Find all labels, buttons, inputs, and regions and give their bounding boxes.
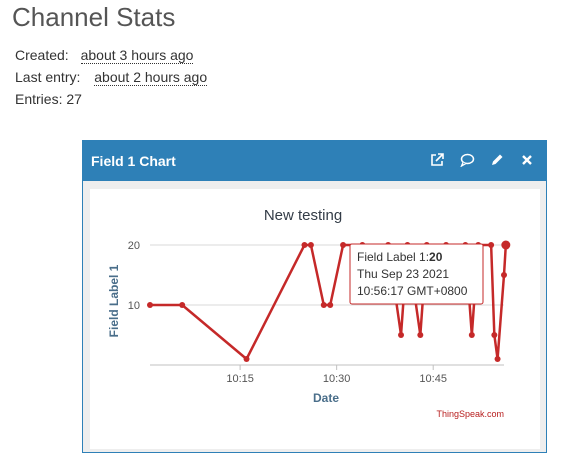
data-point[interactable] bbox=[340, 242, 347, 248]
x-axis-label: Date bbox=[313, 391, 339, 405]
data-point[interactable] bbox=[147, 302, 153, 308]
stat-created-value: about 3 hours ago bbox=[80, 47, 194, 64]
x-tick-label: 10:15 bbox=[226, 373, 254, 385]
stat-created: Created: about 3 hours ago bbox=[15, 44, 207, 66]
stat-last-entry-value: about 2 hours ago bbox=[94, 69, 208, 86]
field-1-chart-widget: Field 1 Chart New testing 10 20 10:15 10:30… bbox=[82, 140, 547, 453]
y-axis-label: Field Label 1 bbox=[107, 264, 121, 337]
x-tick-label: 10:30 bbox=[323, 373, 351, 385]
tooltip-box bbox=[349, 243, 484, 305]
field-1-line-chart[interactable]: New testing 10 20 10:15 10:30 10:45 Date Fie… bbox=[90, 189, 540, 449]
tooltip-line-1: Field Label 1:20 bbox=[357, 250, 443, 264]
stat-entries-value: 27 bbox=[66, 91, 82, 107]
tooltip-field-label: Field Label 1: bbox=[357, 250, 429, 264]
widget-header: Field 1 Chart bbox=[83, 141, 546, 181]
channel-stats: Created: about 3 hours ago Last entry: a… bbox=[15, 44, 208, 110]
data-point[interactable] bbox=[179, 302, 186, 308]
data-point[interactable] bbox=[307, 242, 314, 248]
chart-axes: 10 20 10:15 10:30 10:45 bbox=[128, 240, 504, 385]
y-tick-label: 10 bbox=[128, 300, 140, 312]
pencil-icon[interactable] bbox=[488, 151, 506, 169]
stat-created-label: Created: bbox=[15, 47, 69, 63]
external-link-icon[interactable] bbox=[428, 151, 446, 169]
stat-entries: Entries: 27 bbox=[15, 88, 207, 110]
data-point[interactable] bbox=[327, 302, 334, 308]
widget-title: Field 1 Chart bbox=[91, 153, 176, 169]
data-point[interactable] bbox=[491, 332, 498, 338]
stat-entries-label: Entries: bbox=[15, 91, 63, 107]
data-point[interactable] bbox=[501, 272, 507, 278]
data-point[interactable] bbox=[301, 242, 308, 248]
data-point[interactable] bbox=[398, 332, 405, 338]
chart-title: New testing bbox=[264, 207, 342, 224]
thingspeak-credit[interactable]: ThingSpeak.com bbox=[436, 409, 504, 419]
tooltip-date: Thu Sep 23 2021 bbox=[357, 267, 449, 281]
tooltip-value: 20 bbox=[429, 250, 443, 264]
stat-last-entry-label: Last entry: bbox=[15, 69, 81, 85]
stat-last-entry: Last entry: about 2 hours ago bbox=[15, 66, 208, 88]
comment-icon[interactable] bbox=[458, 151, 476, 169]
data-point[interactable] bbox=[243, 356, 250, 362]
data-point[interactable] bbox=[468, 332, 475, 338]
chart-tooltip: Field Label 1:20 Thu Sep 23 2021 10:56:1… bbox=[349, 243, 484, 305]
tooltip-time: 10:56:17 GMT+0800 bbox=[357, 284, 468, 298]
data-point[interactable] bbox=[417, 332, 424, 338]
data-point[interactable] bbox=[494, 356, 501, 362]
page-title: Channel Stats bbox=[12, 2, 176, 32]
data-point[interactable] bbox=[488, 242, 495, 248]
x-tick-label: 10:45 bbox=[419, 373, 447, 385]
chart-area: New testing 10 20 10:15 10:30 10:45 Date Fie… bbox=[90, 189, 540, 449]
data-point[interactable] bbox=[320, 302, 327, 308]
y-tick-label: 20 bbox=[128, 240, 140, 252]
widget-toolbar bbox=[428, 151, 536, 169]
hovered-data-point[interactable] bbox=[501, 240, 511, 250]
close-icon[interactable] bbox=[518, 151, 536, 169]
